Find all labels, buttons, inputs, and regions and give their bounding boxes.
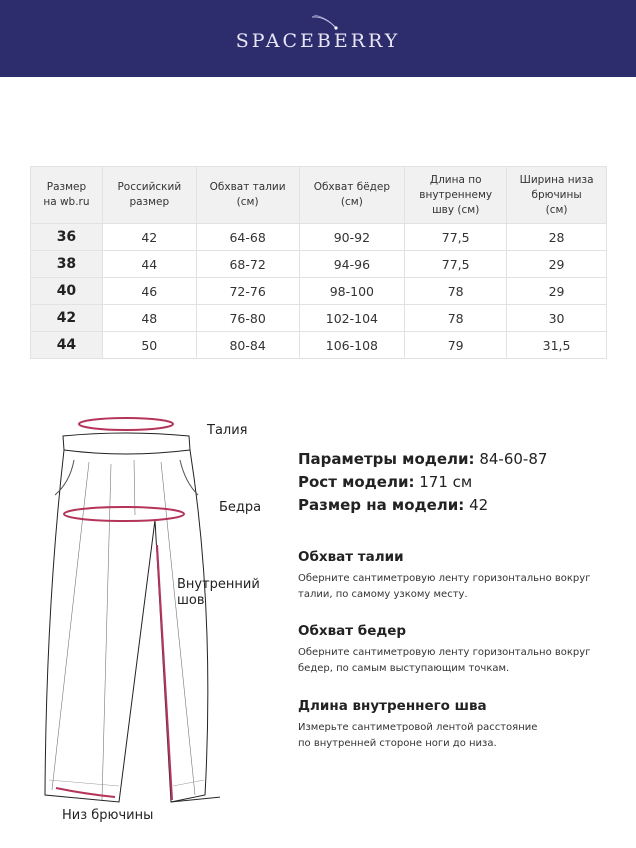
header-line: (см) bbox=[340, 196, 363, 208]
section-inseam: Длина внутреннего шва Измерьте сантиметро… bbox=[298, 698, 537, 752]
table-cell: 48 bbox=[101, 304, 197, 332]
table-row: 42 48 76-80 102-104 78 30 bbox=[30, 304, 607, 332]
label-inseam-1: Внутренний bbox=[177, 577, 260, 592]
header-line: Размер bbox=[46, 181, 87, 193]
section-waist: Обхват талии Оберните сантиметровую ленту… bbox=[298, 549, 590, 603]
section-text: Оберните сантиметровую ленту горизонталь… bbox=[298, 647, 591, 658]
header-line: брючины bbox=[531, 188, 582, 201]
table-cell: 102-104 bbox=[298, 304, 406, 332]
table-cell: 78 bbox=[404, 277, 508, 305]
header-line: Ширина низа bbox=[519, 173, 594, 186]
section-title: Обхват бедер bbox=[298, 623, 407, 639]
size-table: Размер на wb.ru Российский размер Обхват тал… bbox=[30, 166, 607, 359]
label-waist: Талия bbox=[207, 423, 248, 438]
table-cell: 94-96 bbox=[298, 250, 406, 278]
table-row: 44 50 80-84 106-108 79 31,5 bbox=[30, 331, 607, 359]
header-line: внутреннему bbox=[419, 188, 493, 201]
table-row: 36 42 64-68 90-92 77,5 28 bbox=[30, 223, 607, 251]
table-cell: 72-76 bbox=[195, 277, 300, 305]
table-cell: 90-92 bbox=[298, 223, 406, 251]
table-cell: 78 bbox=[404, 304, 508, 332]
height-label: Рост модели: bbox=[298, 473, 415, 491]
header-line: размер bbox=[129, 196, 170, 208]
column-header: Обхват бёдер (см) bbox=[298, 166, 406, 224]
table-cell: 30 bbox=[506, 304, 607, 332]
column-header: Размер на wb.ru bbox=[30, 166, 103, 224]
table-row: 38 44 68-72 94-96 77,5 29 bbox=[30, 250, 607, 278]
header-banner: SPACEBERRY bbox=[0, 0, 636, 77]
column-header: Длина по внутреннему шву (см) bbox=[404, 166, 508, 224]
section-text: по внутренней стороне ноги до низа. bbox=[298, 738, 497, 749]
section-title: Длина внутреннего шва bbox=[298, 698, 487, 714]
header-line: (см) bbox=[545, 203, 568, 216]
header-line: Обхват бёдер bbox=[313, 181, 391, 193]
table-cell: 64-68 bbox=[195, 223, 300, 251]
table-header-row: Размер на wb.ru Российский размер Обхват тал… bbox=[30, 166, 607, 224]
table-cell: 44 bbox=[101, 250, 197, 278]
label-hem: Низ брючины bbox=[62, 808, 154, 823]
table-row: 40 46 72-76 98-100 78 29 bbox=[30, 277, 607, 305]
table-cell: 31,5 bbox=[506, 331, 607, 359]
size-label: Размер на модели: bbox=[298, 496, 465, 514]
table-cell: 106-108 bbox=[298, 331, 406, 359]
label-inseam-2: шов bbox=[177, 593, 205, 608]
brand-name: SPACEBERRY bbox=[235, 29, 401, 52]
size-cell: 36 bbox=[30, 223, 103, 251]
section-text: талии, по самому узкому месту. bbox=[298, 589, 468, 600]
table-cell: 80-84 bbox=[195, 331, 300, 359]
section-text: Измерьте сантиметровой лентой расстояние bbox=[298, 722, 538, 733]
params-value: 84-60-87 bbox=[479, 450, 548, 468]
table-cell: 46 bbox=[101, 277, 197, 305]
header-line: Длина по bbox=[429, 173, 482, 186]
pants-diagram bbox=[44, 417, 220, 803]
section-hips: Обхват бедер Оберните сантиметровую ленту… bbox=[298, 623, 590, 677]
section-text: бедер, по самым выступающим точкам. bbox=[298, 663, 510, 674]
header-line: (см) bbox=[236, 196, 259, 208]
table-cell: 76-80 bbox=[195, 304, 300, 332]
section-text: Оберните сантиметровую ленту горизонталь… bbox=[298, 573, 591, 584]
height-value: 171 см bbox=[419, 473, 473, 491]
size-value: 42 bbox=[469, 496, 489, 514]
section-title: Обхват талии bbox=[298, 549, 404, 565]
params-label: Параметры модели: bbox=[298, 450, 475, 468]
size-cell: 38 bbox=[30, 250, 103, 278]
column-header: Обхват талии (см) bbox=[195, 166, 300, 224]
column-header: Ширина низа брючины (см) bbox=[506, 166, 607, 224]
model-params: Параметры модели: 84-60-87 Рост модели: … bbox=[298, 448, 547, 517]
table-cell: 29 bbox=[506, 277, 607, 305]
table-cell: 28 bbox=[506, 223, 607, 251]
table-cell: 29 bbox=[506, 250, 607, 278]
table-cell: 68-72 bbox=[195, 250, 300, 278]
size-cell: 42 bbox=[30, 304, 103, 332]
size-cell: 44 bbox=[30, 331, 103, 359]
header-line: шву (см) bbox=[432, 203, 480, 216]
brand-logo: SPACEBERRY bbox=[235, 14, 401, 52]
header-line: на wb.ru bbox=[43, 196, 90, 208]
table-cell: 77,5 bbox=[404, 250, 508, 278]
column-header: Российский размер bbox=[101, 166, 197, 224]
header-line: Обхват талии bbox=[209, 181, 286, 193]
label-hips: Бедра bbox=[219, 500, 262, 515]
table-cell: 50 bbox=[101, 331, 197, 359]
shooting-star-icon bbox=[311, 14, 338, 30]
table-cell: 79 bbox=[404, 331, 508, 359]
size-cell: 40 bbox=[30, 277, 103, 305]
table-cell: 77,5 bbox=[404, 223, 508, 251]
header-line: Российский bbox=[117, 181, 182, 193]
table-cell: 42 bbox=[101, 223, 197, 251]
table-cell: 98-100 bbox=[298, 277, 406, 305]
